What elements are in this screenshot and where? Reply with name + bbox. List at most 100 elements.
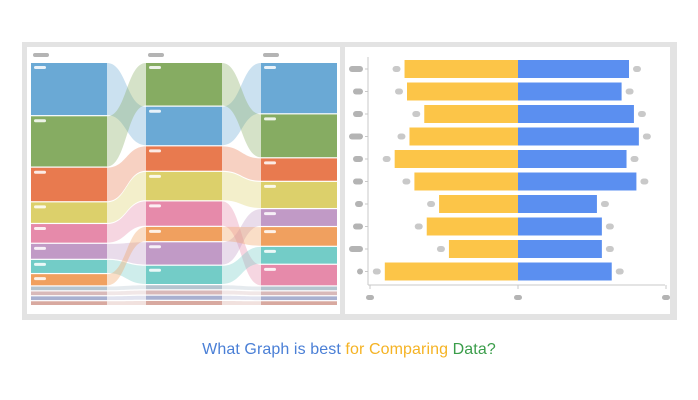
bar-right-label-placeholder-9: [605, 246, 614, 252]
bar-right-label-placeholder-3: [637, 111, 646, 117]
bar-right-label-placeholder-6: [640, 178, 649, 185]
node-label-placeholder-c8-stage-2: [149, 229, 161, 233]
alluvial-nodes: [31, 53, 337, 305]
bar-left-6: [414, 172, 518, 191]
y-tick-label-placeholder-3: [353, 111, 363, 117]
node-c3-stage-3: [261, 158, 337, 181]
node-label-placeholder-c4-stage-1: [34, 205, 46, 209]
y-tick-label-placeholder-5: [353, 156, 363, 162]
bar-left-label-placeholder-2: [395, 88, 403, 95]
flow-c10-stage-2: [222, 290, 261, 296]
column-header-placeholder-1: [33, 53, 49, 57]
node-label-placeholder-c2-stage-2: [149, 66, 161, 69]
diverging-bar-chart: [349, 57, 670, 300]
node-label-placeholder-c7-stage-2: [149, 268, 161, 272]
x-tick-label-placeholder-2: [514, 295, 522, 300]
node-c7-stage-1: [31, 259, 107, 273]
bar-right-label-placeholder-1: [633, 66, 641, 72]
node-label-placeholder-c8-stage-3: [264, 230, 276, 234]
bar-left-7: [439, 195, 518, 213]
flow-c3-stage-2: [222, 146, 261, 181]
flow-c6-stage-1: [107, 242, 146, 265]
flow-c11-stage-2: [222, 295, 261, 301]
bar-right-2: [518, 82, 622, 101]
bar-right-3: [518, 105, 634, 123]
node-c4-stage-1: [31, 202, 107, 223]
node-label-placeholder-c7-stage-1: [34, 262, 46, 266]
caption-part-data: Data?: [452, 341, 496, 358]
bar-left-label-placeholder-1: [392, 66, 401, 72]
flow-c6-stage-2: [222, 209, 261, 265]
bar-right-6: [518, 172, 637, 191]
node-label-placeholder-c1-stage-1: [34, 66, 46, 69]
y-tick-label-placeholder-7: [355, 201, 363, 207]
flow-c8-stage-2: [222, 226, 261, 246]
flow-c7-stage-1: [107, 259, 146, 285]
bar-left-9: [448, 240, 518, 258]
bar-left-10: [384, 262, 518, 281]
node-label-placeholder-c3-stage-3: [264, 161, 276, 165]
node-c10-stage-1: [31, 291, 107, 296]
node-c6-stage-2: [146, 242, 222, 265]
node-label-placeholder-c3-stage-2: [149, 149, 161, 153]
y-tick-label-placeholder-2: [353, 88, 363, 95]
flow-c1-stage-1: [107, 63, 146, 146]
node-label-placeholder-c5-stage-2: [149, 204, 161, 208]
node-c1-stage-3: [261, 63, 337, 114]
node-c8-stage-2: [146, 226, 222, 242]
bar-left-label-placeholder-10: [372, 268, 381, 275]
node-label-placeholder-c1-stage-2: [149, 109, 161, 113]
flow-c4-stage-1: [107, 171, 146, 223]
bar-left-label-placeholder-4: [397, 133, 406, 140]
bar-left-label-placeholder-6: [402, 178, 411, 185]
flow-c5-stage-2: [222, 201, 261, 286]
node-c10-stage-2: [146, 290, 222, 295]
bar-left-3: [424, 105, 518, 123]
flow-c9-stage-2: [222, 285, 261, 291]
y-tick-label-placeholder-1: [349, 66, 363, 72]
bar-left-4: [409, 127, 518, 146]
node-c6-stage-3: [261, 209, 337, 226]
alluvial-panel: [27, 47, 340, 314]
bar-right-4: [518, 127, 639, 146]
flow-c1-stage-2: [222, 63, 261, 146]
flow-c10-stage-1: [107, 290, 146, 296]
flow-c2-stage-2: [222, 63, 261, 158]
y-tick-label-placeholder-8: [353, 223, 363, 230]
node-c6-stage-1: [31, 243, 107, 259]
bar-right-8: [518, 217, 602, 236]
y-tick-label-placeholder-4: [349, 133, 363, 140]
node-c1-stage-2: [146, 106, 222, 146]
flow-c5-stage-1: [107, 201, 146, 243]
y-tick-label-placeholder-6: [353, 178, 363, 185]
flow-c9-stage-1: [107, 285, 146, 291]
bar-right-5: [518, 150, 627, 168]
caption-part-graph: What Graph is best: [202, 341, 346, 358]
flow-c12-stage-2: [222, 300, 261, 305]
bar-left-8: [426, 217, 518, 236]
node-label-placeholder-c6-stage-2: [149, 245, 161, 249]
node-c5-stage-1: [31, 224, 107, 243]
flow-c3-stage-1: [107, 146, 146, 202]
y-tick-label-placeholder-9: [349, 246, 363, 252]
node-c8-stage-1: [31, 274, 107, 286]
bar-left-1: [404, 60, 518, 78]
node-c11-stage-3: [261, 296, 337, 301]
bar-left-label-placeholder-7: [427, 201, 436, 207]
x-tick-label-placeholder-3: [662, 295, 670, 300]
node-label-placeholder-c5-stage-1: [34, 227, 46, 231]
node-c9-stage-3: [261, 286, 337, 291]
node-c5-stage-3: [261, 264, 337, 286]
node-c1-stage-1: [31, 63, 107, 116]
caption-part-comparing: for Comparing: [345, 341, 453, 358]
bar-left-2: [407, 82, 518, 101]
bar-right-7: [518, 195, 597, 213]
node-label-placeholder-c8-stage-1: [34, 277, 46, 281]
flow-c7-stage-2: [222, 246, 261, 285]
bar-left-label-placeholder-8: [414, 223, 423, 230]
node-c11-stage-1: [31, 296, 107, 301]
column-header-placeholder-2: [148, 53, 164, 57]
bar-right-label-placeholder-2: [625, 88, 634, 95]
flow-c2-stage-1: [107, 63, 146, 167]
bar-left-label-placeholder-9: [436, 246, 445, 252]
